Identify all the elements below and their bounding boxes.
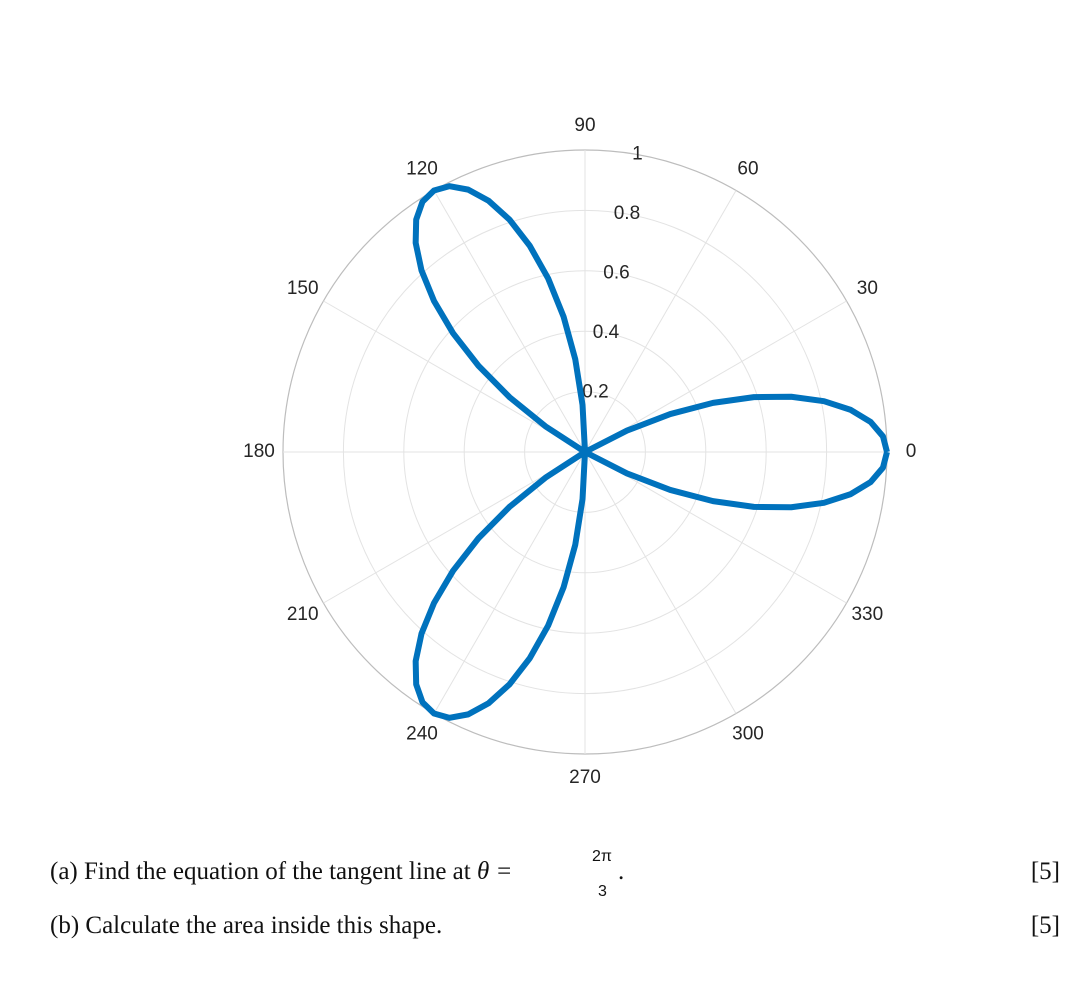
r-tick-label: 0.8 xyxy=(614,203,640,224)
question-a: (a) Find the equation of the tangent lin… xyxy=(50,858,512,886)
question-text: (a) Find the equation of the tangent lin… xyxy=(50,858,471,885)
question-b: (b) Calculate the area inside this shape… xyxy=(50,912,443,939)
theta-tick-label: 30 xyxy=(857,278,878,299)
grid-spoke xyxy=(584,451,737,714)
r-tick-label: 0.6 xyxy=(603,263,629,284)
theta-tick-label: 60 xyxy=(737,159,758,180)
grid-spoke xyxy=(584,190,737,453)
punctuation: . xyxy=(618,858,625,885)
theta-tick-label: 180 xyxy=(243,441,275,462)
theta-tick-label: 0 xyxy=(906,441,917,462)
theta-tick-label: 270 xyxy=(569,767,601,788)
marks: [5] xyxy=(1030,912,1060,939)
numerator: 2π xyxy=(592,848,612,865)
denominator: 3 xyxy=(598,883,607,900)
chart: 0 30 60 90 120 150 180 210 240 270 300 330 0.2 0.4 0.6… xyxy=(243,115,917,788)
theta-tick-label: 150 xyxy=(287,278,319,299)
theta-tick-label: 90 xyxy=(574,115,595,136)
grid-spoke xyxy=(433,451,586,714)
r-tick-label: 0.2 xyxy=(582,382,608,403)
theta-tick-label: 330 xyxy=(851,604,883,625)
math-lhs: θ = xyxy=(476,858,513,885)
theta-tick-label: 300 xyxy=(732,723,764,744)
grid-spoke xyxy=(433,190,586,453)
theta-tick-label: 210 xyxy=(287,604,319,625)
r-tick-label: 1 xyxy=(632,144,643,165)
marks: [5] xyxy=(1030,858,1060,885)
curve xyxy=(412,183,890,721)
theta-tick-label: 120 xyxy=(406,159,438,180)
r-tick-label: 0.4 xyxy=(593,322,620,343)
theta-tick-label: 240 xyxy=(406,723,438,744)
